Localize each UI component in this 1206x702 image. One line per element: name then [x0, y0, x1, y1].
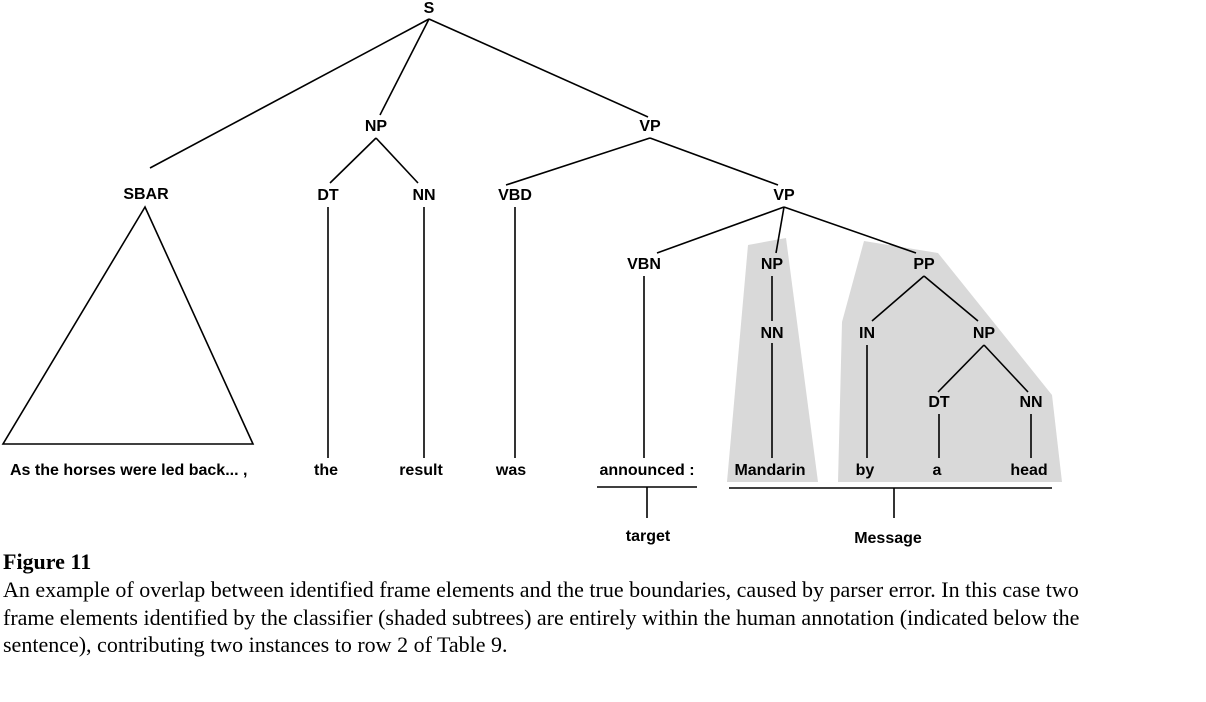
node-np-object: NP — [761, 256, 784, 273]
node-dt-the: DT — [317, 187, 339, 204]
annotation-message: Message — [854, 530, 922, 547]
node-in: IN — [859, 325, 875, 342]
node-s: S — [424, 0, 435, 17]
figure-label: Figure 11 — [3, 549, 92, 574]
node-vp-inner: VP — [773, 187, 795, 204]
node-nn-head: NN — [1019, 394, 1042, 411]
word-mandarin: Mandarin — [734, 462, 805, 479]
sbar-triangle — [1, 205, 255, 445]
word-announced: announced : — [599, 462, 694, 479]
node-sbar: SBAR — [123, 186, 169, 203]
annotation-target: target — [626, 528, 671, 545]
word-head: head — [1010, 462, 1047, 479]
word-result: result — [399, 462, 443, 479]
word-by: by — [856, 462, 875, 479]
word-a: a — [933, 462, 942, 479]
node-nn-mandarin: NN — [760, 325, 783, 342]
parse-tree-diagram: S NP VP SBAR DT NN VBD VP VBN NP PP NN I… — [1, 0, 1062, 547]
node-vbn: VBN — [627, 256, 661, 273]
node-vp-top: VP — [639, 118, 661, 135]
node-np-subject: NP — [365, 118, 388, 135]
node-dt-a: DT — [928, 394, 950, 411]
tree-edges — [1, 18, 1052, 518]
caption-text: An example of overlap between identified… — [3, 577, 1080, 657]
node-nn-result: NN — [412, 187, 435, 204]
node-pp: PP — [913, 256, 935, 273]
word-the: the — [314, 462, 338, 479]
word-clause: As the horses were led back... , — [10, 462, 247, 479]
figure-caption: Figure 11 An example of overlap between … — [3, 548, 1103, 659]
node-vbd: VBD — [498, 187, 532, 204]
shaded-subtree-pp — [838, 241, 1062, 482]
node-np-pp: NP — [973, 325, 996, 342]
word-was: was — [495, 462, 526, 479]
